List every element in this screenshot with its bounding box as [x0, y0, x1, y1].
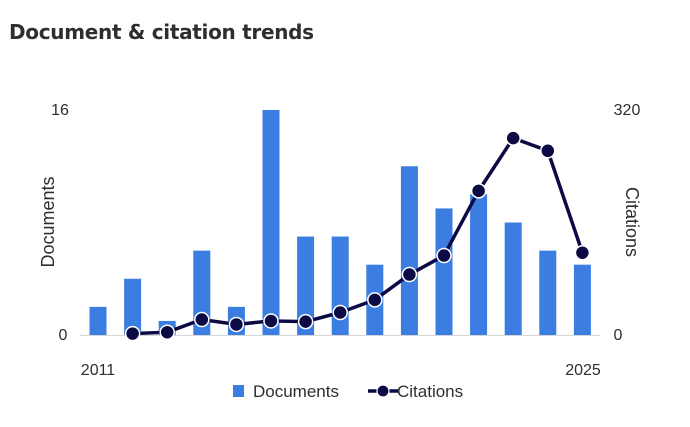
x-tick-last: 2025: [565, 362, 601, 379]
legend: Documents Citations: [233, 382, 463, 401]
y-left-tick-min: 0: [59, 327, 68, 344]
citations-point-2025: [574, 244, 591, 261]
y-right-axis-title: Citations: [622, 187, 642, 257]
documents-bar-2021: [435, 208, 453, 335]
y-left-axis-title: Documents: [38, 176, 58, 267]
citations-point-2018: [332, 304, 348, 321]
documents-bar-2025: [573, 264, 591, 335]
y-left-tick-max: 16: [51, 102, 69, 119]
citations-point-2013: [159, 324, 175, 340]
citations-point-2021: [436, 247, 452, 264]
documents-bar-2020: [400, 166, 418, 335]
documents-bar-2012: [124, 278, 142, 335]
documents-bar-2022: [470, 194, 488, 335]
document-bars: [89, 110, 591, 335]
citations-point-2024: [540, 143, 556, 159]
citations-point-2016: [263, 313, 279, 329]
citations-point-2017: [297, 313, 314, 330]
citations-point-2019: [367, 292, 383, 308]
documents-bar-2024: [539, 250, 557, 335]
legend-citations-label: Citations: [397, 382, 463, 401]
documents-bar-2023: [504, 222, 522, 335]
chart-title: Document & citation trends: [9, 20, 314, 44]
documents-bar-2017: [297, 236, 315, 335]
y-right-tick-min: 0: [614, 327, 623, 344]
citations-point-2012: [124, 325, 141, 342]
citations-point-2014: [194, 311, 210, 328]
x-tick-first: 2011: [81, 362, 116, 379]
documents-bar-2011: [89, 306, 107, 335]
documents-bar-2016: [262, 110, 280, 335]
legend-citations-marker: [376, 384, 390, 398]
legend-documents-swatch: [233, 385, 244, 397]
legend-documents-label: Documents: [253, 382, 339, 401]
citation-points: [124, 130, 591, 342]
citations-point-2022: [470, 183, 487, 199]
citations-point-2020: [401, 266, 418, 283]
citations-point-2023: [505, 130, 521, 146]
citations-point-2015: [228, 316, 245, 333]
y-right-tick-max: 320: [614, 102, 641, 119]
